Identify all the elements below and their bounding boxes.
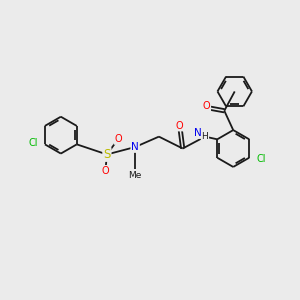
Text: O: O <box>176 121 184 130</box>
Text: N: N <box>194 128 201 138</box>
Text: O: O <box>114 134 122 144</box>
Text: O: O <box>102 166 109 176</box>
Text: O: O <box>203 101 210 111</box>
Text: N: N <box>131 142 139 152</box>
Text: Cl: Cl <box>256 154 266 164</box>
Text: Cl: Cl <box>29 138 38 148</box>
Text: Me: Me <box>128 171 142 180</box>
Text: S: S <box>103 148 111 161</box>
Text: H: H <box>202 132 208 141</box>
